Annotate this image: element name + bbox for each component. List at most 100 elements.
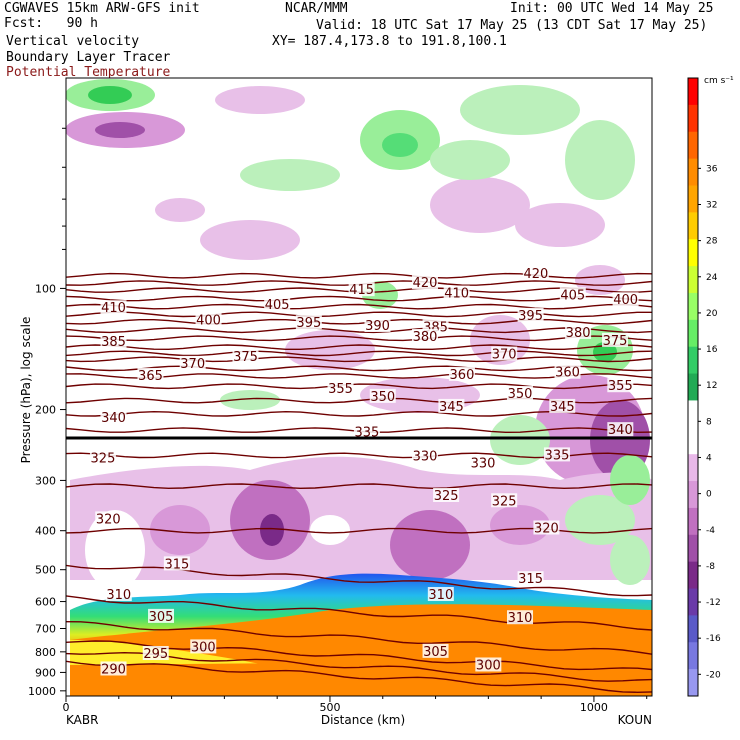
y-tick-label: 600 xyxy=(35,596,56,609)
theta-contour-line xyxy=(66,356,652,363)
contour-label-bg xyxy=(142,646,169,661)
contour-label: 325 xyxy=(91,452,116,467)
contour-label: 350 xyxy=(370,390,395,405)
contour-label: 330 xyxy=(471,456,496,471)
contour-label: 325 xyxy=(434,489,459,504)
y-tick-label: 400 xyxy=(35,525,56,538)
contour-label: 390 xyxy=(365,319,390,334)
contour-label: 415 xyxy=(349,283,374,298)
x-tick-label: 1000 xyxy=(580,701,608,714)
theta-contour-line xyxy=(66,327,652,334)
contour-label: 315 xyxy=(518,572,543,587)
contour-label: 305 xyxy=(423,645,448,660)
contour-label-bg xyxy=(100,661,127,676)
contour-label-bg xyxy=(195,312,222,327)
colorbar-label: -16 xyxy=(706,634,721,644)
field-label-potential-temperature: Potential Temperature xyxy=(6,65,171,80)
contour-label-bg xyxy=(543,447,570,462)
y-tick-label: 100 xyxy=(35,282,56,295)
contour-label-bg xyxy=(264,297,291,312)
y-axis-ticks: 100 200 300 400 500 600 700 800 900 1000 xyxy=(28,127,66,698)
potential-temperature-labels: 410 400 405 415 420 410 420 405 400 395 390 385 395 3… xyxy=(89,265,639,677)
theta-contour-line xyxy=(66,295,652,302)
theta-contour-line xyxy=(66,303,652,310)
contour-label-bg xyxy=(100,410,127,425)
colorbar-swatch xyxy=(688,507,698,536)
x-tick-label: 0 xyxy=(63,701,70,714)
contour-label: 375 xyxy=(233,350,258,365)
contour-label-bg xyxy=(295,315,322,330)
contour-label-bg xyxy=(549,398,576,413)
colorbar-swatch xyxy=(688,642,698,670)
contour-label-bg xyxy=(411,448,438,463)
contour-label-bg xyxy=(491,346,518,361)
colorbar-swatch xyxy=(688,292,698,321)
colorbar-swatch xyxy=(688,454,698,482)
colorbar-label: 0 xyxy=(706,490,712,500)
theta-contour-line xyxy=(66,595,652,631)
contour-label: 380 xyxy=(413,330,438,345)
contour-label: 345 xyxy=(550,400,575,415)
contour-label-bg xyxy=(533,520,560,535)
contour-label: 345 xyxy=(439,400,464,415)
contour-label-bg xyxy=(364,318,391,333)
colorbar-swatch xyxy=(688,266,698,294)
colorbar-label: 28 xyxy=(706,237,718,247)
colorbar-label: 36 xyxy=(706,164,718,174)
y-tick-label: 1000 xyxy=(28,685,56,698)
contour-label: 355 xyxy=(608,379,633,394)
contour-label-bg xyxy=(507,610,534,625)
contour-label-bg xyxy=(327,381,354,396)
theta-contour-line xyxy=(66,383,652,390)
contour-label-bg xyxy=(491,493,518,508)
contour-label: 410 xyxy=(101,301,126,316)
contour-label: 405 xyxy=(560,288,585,303)
theta-contour-line xyxy=(66,344,652,351)
contour-label-bg xyxy=(517,307,544,322)
center-label: NCAR/MMM xyxy=(285,1,348,16)
cross-section-endpoints: XY= 187.4,173.8 to 191.8,100.1 xyxy=(272,34,507,49)
contour-label: 400 xyxy=(196,313,221,328)
contour-label-bg xyxy=(190,639,217,654)
contour-label: 340 xyxy=(608,423,633,438)
contour-label: 335 xyxy=(545,448,570,463)
colorbar-frame xyxy=(687,77,699,697)
contour-label: 420 xyxy=(523,267,548,282)
contour-label: 360 xyxy=(555,366,580,381)
colorbar-swatch xyxy=(688,319,698,348)
colorbar-label: -20 xyxy=(706,670,721,680)
model-title: CGWAVES 15km ARW-GFS init xyxy=(4,1,200,16)
contour-label-bg xyxy=(163,556,190,571)
forecast-hour: Fcst: 90 h xyxy=(4,16,98,31)
y-tick-label: 800 xyxy=(35,646,56,659)
colorbar-label: -4 xyxy=(706,526,715,536)
theta-contour-line xyxy=(66,621,652,655)
contour-label: 300 xyxy=(191,640,216,655)
colorbar-swatch xyxy=(688,427,698,455)
contour-label-bg xyxy=(137,367,164,382)
y-tick-label: 200 xyxy=(35,404,56,417)
contour-label-bg xyxy=(348,282,375,297)
colorbar-swatch xyxy=(688,185,698,213)
plot-area: 410 400 405 415 420 410 420 405 400 395 390 385 395 3… xyxy=(66,78,652,696)
contour-label: 355 xyxy=(328,382,353,397)
theta-contour-line xyxy=(66,318,652,325)
theta-contour-line xyxy=(66,272,652,279)
contour-label-bg xyxy=(411,328,438,343)
colorbar-swatch xyxy=(688,615,698,643)
contour-label-bg xyxy=(602,332,629,347)
contour-label: 385 xyxy=(101,335,126,350)
contour-label-bg xyxy=(422,643,449,658)
colorbar-label: 16 xyxy=(706,345,718,355)
x-tick-label: 500 xyxy=(319,701,340,714)
contour-label: 300 xyxy=(476,658,501,673)
contour-label-bg xyxy=(100,334,127,349)
contour-label: 360 xyxy=(450,368,475,383)
contour-label-bg xyxy=(470,455,497,470)
x-axis-label: Distance (km) xyxy=(321,713,405,727)
contour-label-bg xyxy=(89,450,116,465)
contour-label-bg xyxy=(353,424,380,439)
contour-label-bg xyxy=(559,287,586,302)
contour-label: 320 xyxy=(96,512,121,527)
